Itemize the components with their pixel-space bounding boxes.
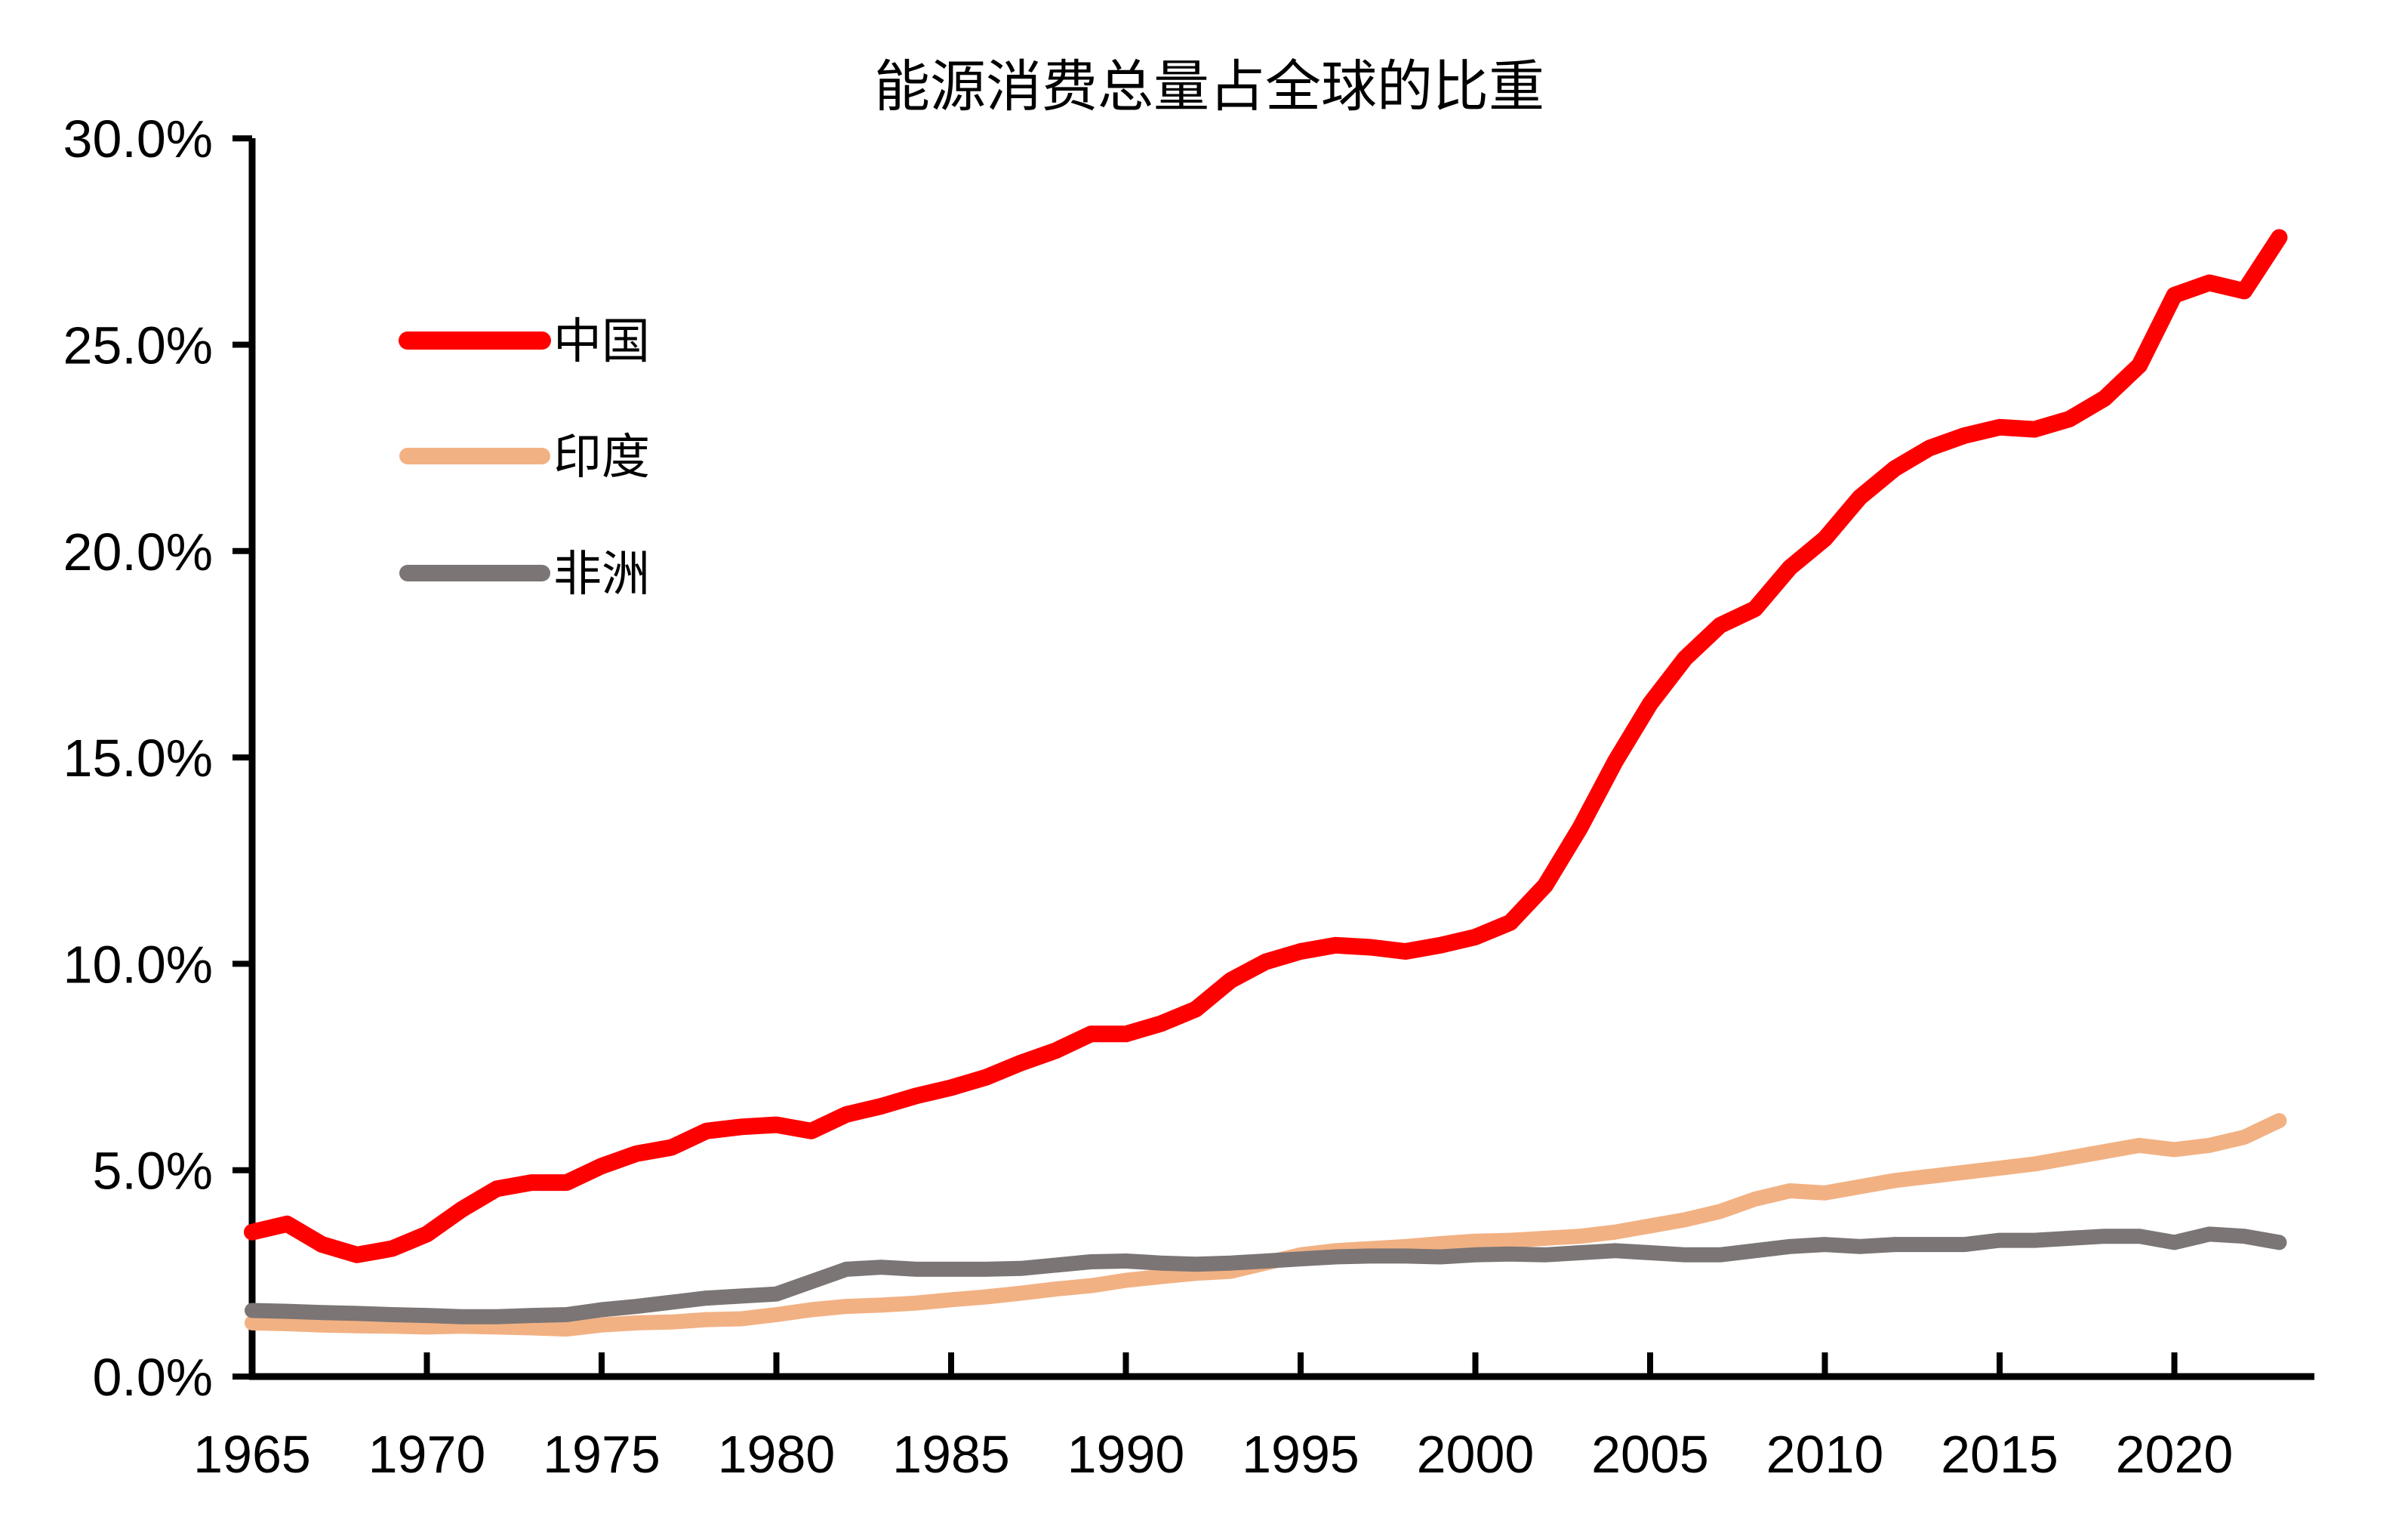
series-line-india bbox=[245, 1113, 2287, 1337]
x-axis-tick-label: 1970 bbox=[368, 1425, 486, 1484]
legend-item-india: 印度 bbox=[399, 430, 650, 486]
x-axis-tick-label: 2020 bbox=[2116, 1425, 2234, 1484]
x-axis-tick-label: 2005 bbox=[1591, 1425, 1709, 1484]
series-line-china bbox=[244, 229, 2288, 1263]
y-axis-tick-label: 20.0% bbox=[63, 523, 213, 581]
legend-item-china: 中国 bbox=[399, 314, 650, 370]
x-axis-tick-label: 2015 bbox=[1941, 1425, 2059, 1484]
legend: 中国 印度 非洲 bbox=[399, 314, 650, 603]
x-axis-tick-label: 1995 bbox=[1242, 1425, 1360, 1484]
y-axis-tick-label: 0.0% bbox=[92, 1348, 213, 1407]
legend-label-india: 印度 bbox=[553, 430, 650, 486]
series-line-africa bbox=[245, 1226, 2287, 1324]
x-axis-tick-label: 1985 bbox=[892, 1425, 1010, 1484]
x-axis-tick-label: 1975 bbox=[543, 1425, 661, 1484]
legend-label-africa: 非洲 bbox=[553, 547, 650, 603]
x-axis-tick-label: 1965 bbox=[193, 1425, 311, 1484]
x-axis: 1965 1970 1975 1980 1985 1990 1995 2000 2005 2010… bbox=[193, 1352, 2314, 1484]
x-axis-tick-label: 2010 bbox=[1766, 1425, 1884, 1484]
y-axis-tick-label: 5.0% bbox=[92, 1142, 213, 1201]
chart-title: 能源消费总量占全球的比重 bbox=[874, 54, 1544, 119]
x-axis-tick-label: 1980 bbox=[718, 1425, 836, 1484]
y-axis-tick-label: 10.0% bbox=[63, 935, 213, 994]
x-axis-tick-label: 2000 bbox=[1417, 1425, 1535, 1484]
series-lines bbox=[244, 229, 2288, 1337]
y-axis-tick-label: 30.0% bbox=[63, 109, 213, 168]
y-axis: 30.0% 25.0% 20.0% 15.0% 10.0% 5.0% 0.0% bbox=[63, 109, 256, 1407]
legend-item-africa: 非洲 bbox=[399, 547, 650, 603]
legend-label-china: 中国 bbox=[553, 314, 650, 370]
x-axis-tick-label: 1990 bbox=[1067, 1425, 1185, 1484]
y-axis-tick-label: 25.0% bbox=[63, 316, 213, 375]
y-axis-tick-label: 15.0% bbox=[63, 729, 213, 788]
